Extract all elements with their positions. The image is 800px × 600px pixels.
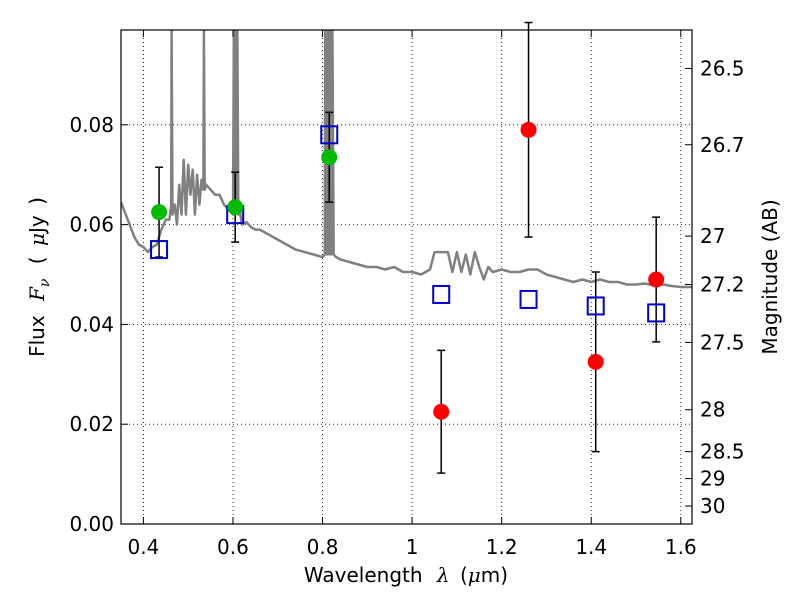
plot-area xyxy=(121,21,692,474)
y2-axis-label: Magnitude (AB) xyxy=(758,199,782,354)
y2-tick-label: 27.5 xyxy=(700,330,745,354)
model-photometry-point xyxy=(647,303,666,323)
y2-tick-label: 28 xyxy=(700,398,725,422)
x-axis-label: Wavelength λ (μm) xyxy=(304,563,508,587)
y2-tick-label: 27.2 xyxy=(700,272,745,296)
observed-green-point xyxy=(227,199,244,216)
x-tick-label: 0.6 xyxy=(217,535,249,559)
y-tick-label: 0.04 xyxy=(69,312,114,336)
x-tick-label: 1.4 xyxy=(575,535,607,559)
x-axis-ticks: 0.4 0.6 0.8 1 1.2 1.4 1.6 xyxy=(127,30,697,559)
x-tick-label: 0.4 xyxy=(127,535,159,559)
x-tick-label: 1 xyxy=(406,535,419,559)
y2-tick-label: 26.5 xyxy=(700,56,745,80)
observed-red-point xyxy=(648,271,665,288)
observed-green-point xyxy=(151,204,168,221)
y-axis-ticks: 0.00 0.02 0.04 0.06 0.08 xyxy=(69,113,128,536)
y-tick-label: 0.06 xyxy=(69,213,114,237)
model-photometry-point xyxy=(320,125,339,145)
y2-tick-label: 26.7 xyxy=(700,133,745,157)
y-axis-label: Flux Fν ( μJy ) xyxy=(25,197,54,357)
y2-tick-label: 29 xyxy=(700,467,725,491)
observed-green-point xyxy=(321,149,338,166)
y2-tick-label: 27 xyxy=(700,224,725,248)
observed-red-point xyxy=(433,403,450,420)
y2-tick-label: 30 xyxy=(700,494,725,518)
y-tick-label: 0.08 xyxy=(69,113,114,137)
y2-tick-label: 28.5 xyxy=(700,440,745,464)
model-spectrum-line xyxy=(121,30,692,289)
y2-axis-ticks: 26.5 26.7 27 27.2 27.5 28 28.5 29 30 xyxy=(685,56,745,518)
y-tick-label: 0.02 xyxy=(69,412,114,436)
model-photometry-point xyxy=(519,289,538,309)
observed-red-point xyxy=(520,121,537,138)
axes-frame xyxy=(120,29,693,525)
observed-red-point xyxy=(587,353,604,370)
x-tick-label: 1.2 xyxy=(486,535,518,559)
y-tick-label: 0.00 xyxy=(69,512,114,536)
model-photometry-point xyxy=(432,284,451,304)
model-photometry-point xyxy=(150,240,169,260)
grid xyxy=(121,30,692,524)
model-photometry-point xyxy=(586,296,605,316)
x-tick-label: 1.6 xyxy=(665,535,697,559)
x-tick-label: 0.8 xyxy=(307,535,339,559)
